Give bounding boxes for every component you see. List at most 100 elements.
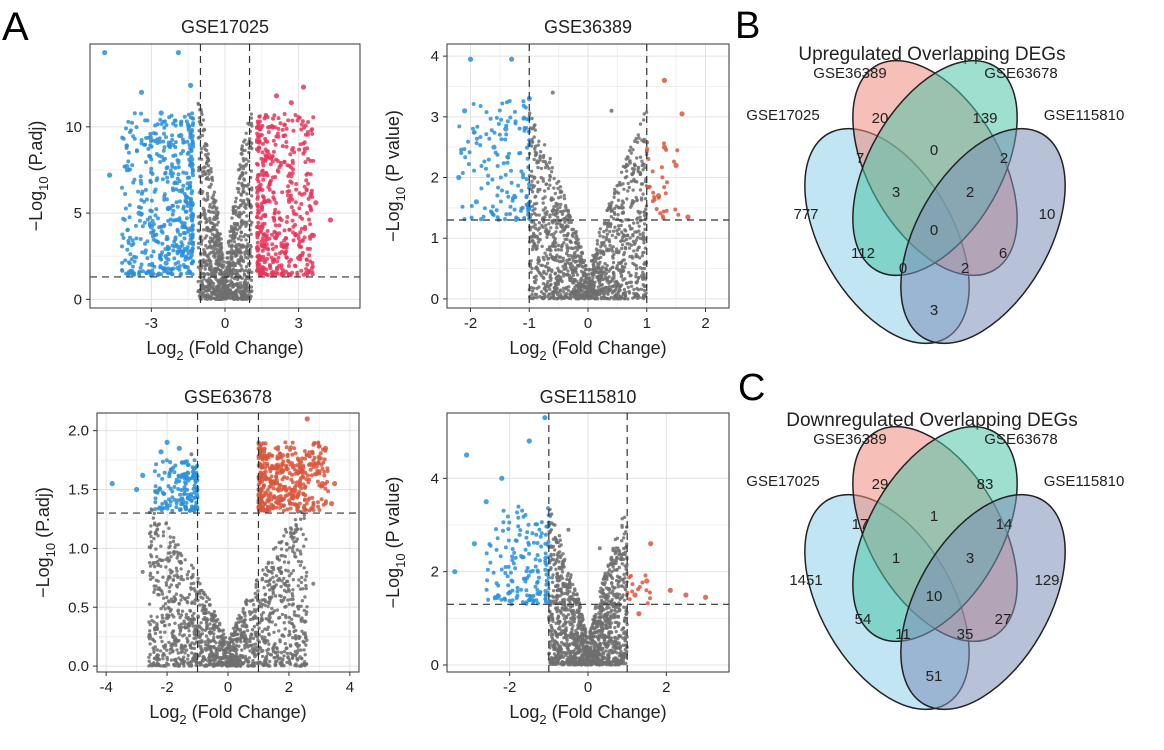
ns-point (249, 169, 254, 173)
ns-point (278, 640, 282, 644)
ns-point (203, 267, 207, 271)
ns-point (298, 587, 303, 591)
ns-point (551, 197, 555, 201)
down-point (496, 185, 501, 190)
down-point (185, 201, 190, 206)
up-point (290, 270, 295, 275)
down-point (175, 229, 180, 234)
up-point (255, 264, 260, 268)
up-point (295, 118, 300, 123)
ns-point (536, 187, 540, 192)
up-point (275, 259, 279, 264)
ns-point (176, 651, 180, 655)
ns-point (529, 259, 533, 263)
ns-point (619, 260, 623, 264)
ns-point (567, 220, 571, 225)
ns-point (641, 283, 645, 287)
ns-point (237, 215, 242, 219)
ns-point (152, 584, 156, 588)
ns-point (266, 664, 271, 668)
ns-point (239, 198, 243, 202)
ns-point (642, 118, 646, 122)
ns-point (217, 648, 222, 652)
ns-point (534, 201, 539, 206)
ns-point (628, 236, 632, 240)
ns-point (172, 662, 176, 667)
down-point (185, 139, 190, 144)
down-point (134, 125, 139, 130)
ns-point (535, 295, 539, 300)
up-point (302, 146, 307, 151)
y-tick-label: 0 (74, 291, 82, 308)
ns-point (188, 608, 192, 613)
up-point (285, 193, 290, 198)
down-point (160, 177, 165, 182)
down-point (525, 145, 529, 150)
ns-point (547, 160, 552, 165)
ns-point (267, 588, 272, 592)
ns-point (610, 233, 614, 238)
up-point (255, 161, 259, 166)
ns-point (282, 582, 286, 586)
ns-point (599, 244, 603, 249)
down-point (143, 118, 148, 123)
ns-point (182, 655, 186, 659)
ns-point (590, 267, 595, 272)
down-point (519, 188, 524, 193)
ns-point (545, 210, 549, 214)
down-point (127, 215, 132, 220)
ns-point (167, 613, 171, 617)
up-point (263, 238, 268, 243)
ns-point (571, 258, 575, 263)
up-point (267, 187, 272, 192)
ns-point (536, 256, 541, 260)
ns-point (268, 577, 273, 581)
down-point (190, 123, 195, 128)
ns-point (537, 139, 541, 143)
ns-point (209, 296, 213, 300)
up-point (284, 249, 289, 254)
ns-point (533, 245, 537, 249)
ns-point (244, 265, 249, 269)
ns-point (237, 187, 241, 191)
up-point (297, 147, 302, 152)
ns-point (175, 569, 179, 573)
ns-point (287, 574, 291, 578)
ns-point (262, 640, 266, 644)
ns-point (533, 175, 537, 179)
up-point (306, 120, 311, 124)
ns-point (200, 280, 204, 284)
ns-point (562, 233, 566, 238)
ns-point (635, 198, 639, 202)
ns-point (557, 179, 561, 184)
up-point (298, 142, 303, 147)
ns-point (291, 588, 295, 592)
ns-point (192, 642, 197, 646)
ns-point (575, 291, 579, 295)
ns-point (289, 621, 294, 626)
ns-point (248, 649, 252, 653)
down-point (123, 206, 128, 211)
down-point (140, 189, 145, 194)
ns-point (535, 234, 539, 239)
ns-point (563, 227, 567, 232)
ns-point (217, 235, 221, 239)
ns-point (629, 205, 633, 209)
ns-point (638, 236, 643, 241)
ns-point (603, 289, 607, 294)
ns-point (598, 234, 602, 238)
ns-point (200, 648, 204, 653)
ns-point (550, 90, 555, 95)
ns-point (556, 243, 561, 248)
ns-point (627, 246, 632, 250)
ns-point (530, 239, 534, 243)
ns-point (212, 190, 217, 194)
down-point (509, 180, 514, 185)
ns-point (231, 206, 236, 210)
down-point (158, 139, 162, 144)
up-point (275, 232, 280, 237)
ns-point (586, 296, 590, 300)
ns-point (199, 146, 204, 151)
ns-point (234, 654, 238, 659)
down-point (168, 222, 173, 227)
